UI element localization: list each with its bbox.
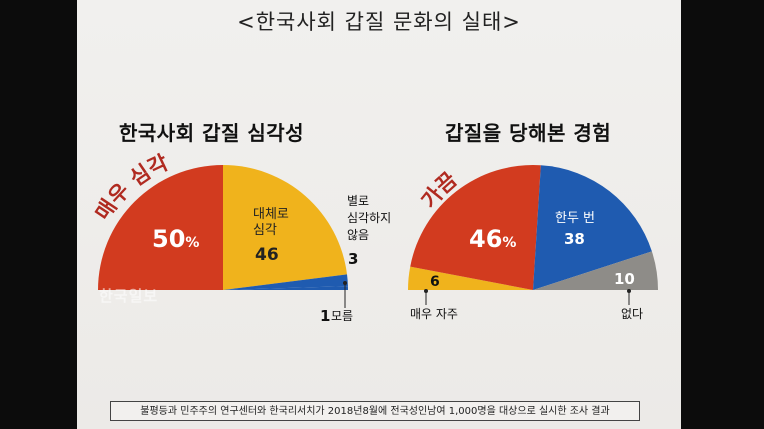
page-title: <한국사회 갑질 문화의 실태> xyxy=(237,10,521,34)
chart1-notserious-label-2: 심각하지 xyxy=(347,211,391,225)
chart1-slice-unknown xyxy=(223,286,348,290)
chart1-big-value: 50% xyxy=(152,225,199,253)
chart2-never-value: 10 xyxy=(614,270,635,288)
chart2-never-dot xyxy=(627,289,631,293)
chart2-often-dot xyxy=(424,289,428,293)
chart1-unknown-dot xyxy=(343,281,347,285)
footnote: 불평등과 민주주의 연구센터와 한국리서치가 2018년8월에 전국성인남여 1… xyxy=(110,401,640,421)
chart2-often-value: 6 xyxy=(430,274,440,290)
chart1-unknown-value: 1 xyxy=(320,307,330,325)
chart2-slice-sometimes xyxy=(410,165,541,290)
chart2-slice-once-or-twice xyxy=(533,165,652,290)
chart2-often-label: 매우 자주 xyxy=(410,307,458,321)
chart1-mostly-label-2: 심각 xyxy=(253,223,277,238)
chart2-never-label: 없다 xyxy=(621,307,643,321)
chart1-slice-not-serious xyxy=(223,274,348,290)
chart1-title: 한국사회 갑질 심각성 xyxy=(119,121,305,145)
chart1-notserious-label-3: 않음 xyxy=(347,228,369,242)
chart2-slice-very-often xyxy=(407,266,533,290)
chart1-slice-mostly-serious xyxy=(223,165,348,290)
chart2-big-value: 46% xyxy=(469,225,516,253)
chart2-slice-never xyxy=(533,251,658,290)
chart1-slices xyxy=(98,165,348,290)
chart1-unknown-label: 모름 xyxy=(331,309,353,323)
chart2-slices xyxy=(407,165,658,290)
chart2-once-label: 한두 번 xyxy=(555,211,595,226)
chart1-notserious-label-1: 별로 xyxy=(347,194,369,208)
charts-svg: 매우 심각 가끔 50% 대체로 심각 46 별로 심각하지 않음 3 1 모름… xyxy=(91,150,658,325)
chart1-mostly-value: 46 xyxy=(255,245,279,265)
slide: <한국사회 갑질 문화의 실태> 한국사회 갑질 심각성 갑질을 당해본 경험 … xyxy=(77,0,681,429)
watermark: 한국일보 xyxy=(99,287,159,305)
chart1-slice-very-serious xyxy=(98,165,223,290)
chart1-mostly-label-1: 대체로 xyxy=(253,207,289,222)
chart1-notserious-value: 3 xyxy=(348,250,358,268)
chart2-once-value: 38 xyxy=(564,230,585,248)
chart2-title: 갑질을 당해본 경험 xyxy=(445,121,612,145)
